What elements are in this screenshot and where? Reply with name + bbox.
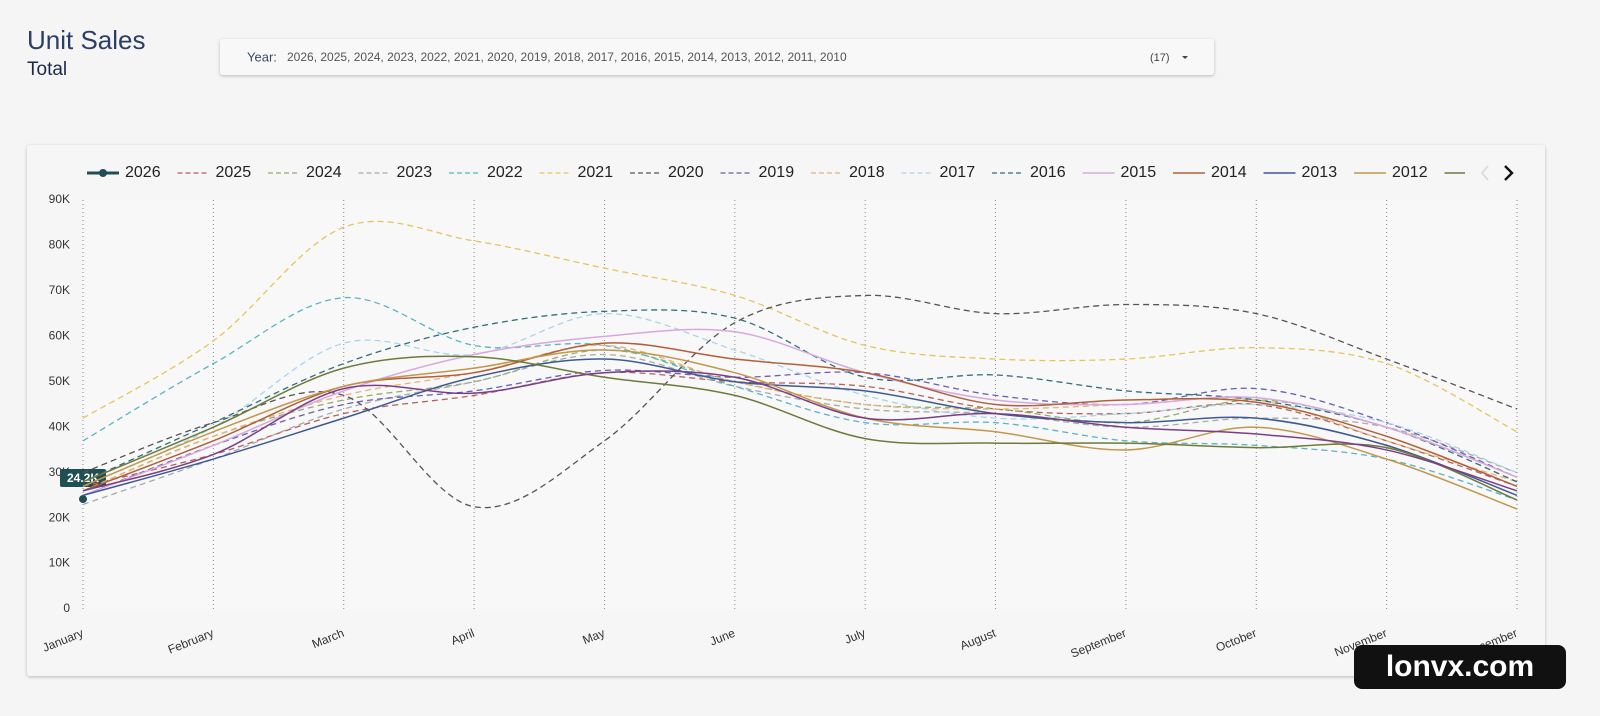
y-tick-label: 50K — [49, 374, 70, 388]
y-tick-label: 90K — [49, 192, 70, 206]
filter-label: Year: — [247, 49, 277, 64]
value-label: 24.2K — [67, 471, 99, 485]
series-line — [82, 358, 1518, 497]
watermark-box — [1354, 645, 1566, 689]
y-tick-label: 60K — [49, 329, 70, 343]
series-line — [82, 349, 1518, 510]
legend-label: 2014 — [1211, 164, 1247, 181]
legend-label: 2010 — [1573, 164, 1600, 181]
filter-value: 2026, 2025, 2024, 2023, 2022, 2021, 2020… — [287, 50, 847, 64]
y-tick-label: 10K — [49, 556, 70, 570]
year-filter[interactable] — [220, 39, 1214, 75]
series-line — [82, 353, 1518, 506]
legend-label: 2025 — [216, 164, 252, 181]
legend-label: 2017 — [940, 164, 976, 181]
legend-next[interactable] — [1504, 165, 1514, 181]
series-line — [82, 297, 1518, 501]
y-tick-label: 80K — [49, 238, 70, 252]
series-line — [82, 344, 1518, 492]
series-line — [82, 328, 1518, 497]
legend-label: 2022 — [487, 164, 523, 181]
legend-label: 2024 — [306, 164, 342, 181]
legend-label: 2018 — [849, 164, 885, 181]
watermark: lonvx.com — [1386, 650, 1534, 683]
legend-label: 2013 — [1302, 164, 1338, 181]
series-line — [82, 309, 1518, 483]
legend-label: 2019 — [759, 164, 795, 181]
y-tick-label: 0 — [63, 601, 70, 615]
y-tick-label: 20K — [49, 510, 70, 524]
subtitle: Total — [27, 59, 67, 80]
legend-marker — [99, 169, 107, 177]
value-label-box — [60, 469, 106, 488]
legend-label: 2020 — [668, 164, 704, 181]
series-line — [82, 370, 1518, 492]
y-tick-label: 70K — [49, 283, 70, 297]
legend-label: 2021 — [578, 164, 614, 181]
series-line — [82, 371, 1518, 487]
legend-label: 2026 — [125, 164, 161, 181]
point — [79, 495, 87, 504]
legend-label: 2016 — [1030, 164, 1066, 181]
filter-count: (17) — [1150, 52, 1170, 64]
legend-label: 2023 — [397, 164, 433, 181]
y-tick-label: 40K — [49, 419, 70, 433]
series-line — [82, 312, 1518, 487]
legend: 2026 2025 2024 2023 2022 2021 2020 2019 2018 2017… — [87, 164, 1600, 181]
series-line — [82, 349, 1518, 492]
legend-label: 2012 — [1392, 164, 1428, 181]
series-line — [82, 220, 1518, 433]
series-line — [82, 355, 1518, 501]
dropdown-caret[interactable] — [1182, 56, 1188, 59]
title: Unit Sales — [27, 25, 146, 55]
legend-label: 2015 — [1121, 164, 1157, 181]
legend-prev[interactable] — [1480, 165, 1489, 181]
